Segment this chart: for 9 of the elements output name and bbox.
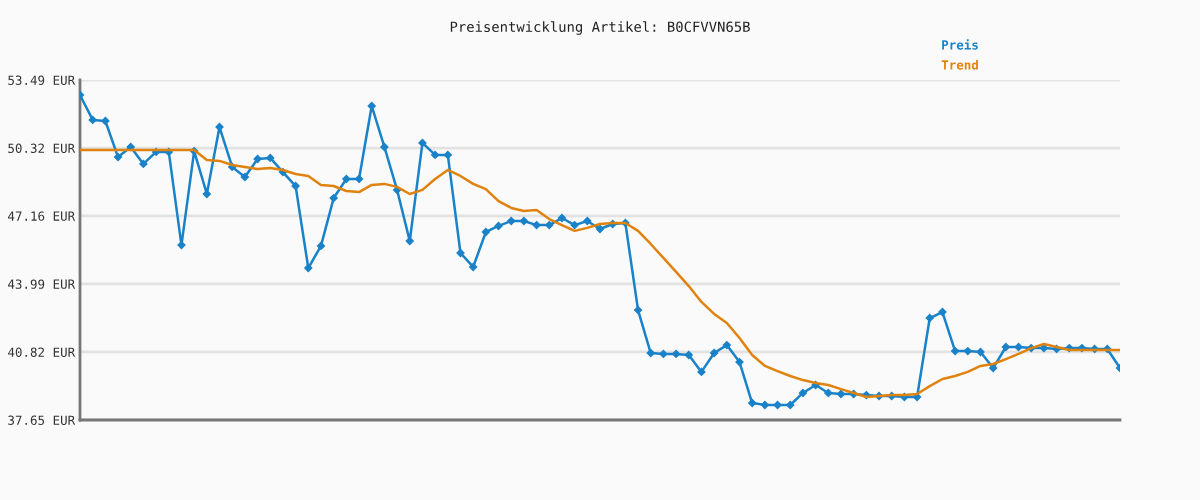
chart-title: Preisentwicklung Artikel: B0CFVVN65B [450,21,750,35]
y-tick-label: 43.99 EUR [8,279,76,289]
text: Preis [942,39,978,50]
y-tick-label: 37.65 EUR [8,415,76,425]
text: Trend [941,59,978,70]
y-tick-label: 50.32 EUR [8,143,76,153]
y-tick-label: 47.16 EUR [8,211,76,221]
y-tick-label: 40.82 EUR [8,347,76,357]
y-tick-label: 53.49 EUR [8,75,76,85]
